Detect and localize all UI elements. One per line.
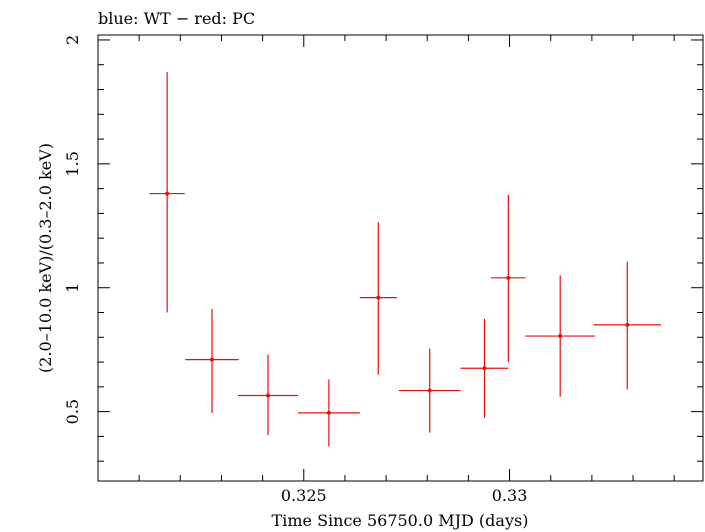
y-tick-label: 1 (63, 283, 82, 293)
x-axis-label: Time Since 56750.0 MJD (days) (272, 511, 529, 530)
y-axis-label: (2.0–10.0 keV)/(0.3–2.0 keV) (36, 143, 55, 373)
data-marker (506, 275, 511, 280)
data-marker (558, 334, 563, 339)
data-marker (210, 357, 215, 362)
data-marker (165, 191, 170, 196)
y-tick-label: 2 (63, 35, 82, 45)
axis-tick-labels: 0.325 0.33 0.5 1 1.5 2 (63, 35, 527, 505)
y-tick-label: 0.5 (63, 399, 82, 424)
chart-title: blue: WT − red: PC (98, 9, 255, 28)
data-point (359, 222, 397, 375)
data-point (525, 275, 596, 397)
data-marker (482, 366, 487, 371)
data-marker (326, 410, 331, 415)
data-point (237, 354, 299, 436)
plot-frame (97, 34, 704, 482)
data-points (149, 72, 662, 447)
data-point (593, 261, 662, 390)
x-tick-label: 0.33 (492, 486, 528, 505)
data-point (298, 379, 360, 447)
data-marker (427, 388, 432, 393)
data-marker (376, 295, 381, 300)
data-marker (625, 322, 630, 327)
data-point (185, 308, 239, 413)
axis-ticks (97, 35, 703, 481)
data-marker (265, 393, 270, 398)
x-tick-label: 0.325 (281, 486, 327, 505)
data-point (491, 194, 526, 363)
data-point (460, 318, 509, 418)
data-point (398, 348, 461, 433)
data-point (149, 72, 185, 313)
y-tick-label: 1.5 (63, 151, 82, 176)
